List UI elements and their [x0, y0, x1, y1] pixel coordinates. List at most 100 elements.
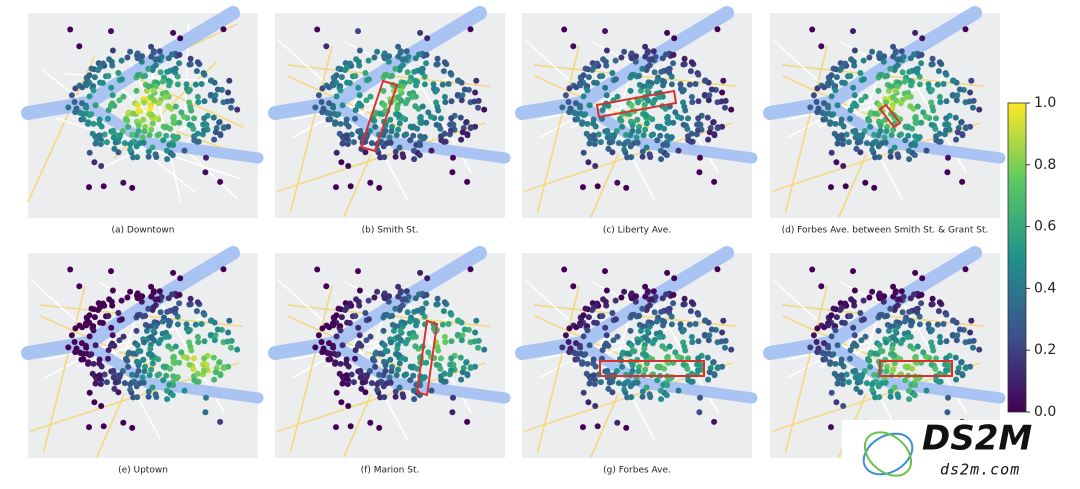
sensor-dot — [628, 312, 635, 319]
panel-caption: (b) Smith St. — [362, 226, 419, 236]
sensor-dot — [464, 418, 471, 425]
sensor-dot — [642, 366, 649, 373]
sensor-dot — [201, 115, 208, 122]
sensor-dot — [642, 334, 648, 341]
sensor-dot — [106, 296, 113, 303]
sensor-dot — [134, 312, 141, 319]
sensor-dot — [599, 73, 606, 79]
sensor-dot — [705, 376, 712, 383]
sensor-dot — [145, 83, 152, 90]
highlight-box — [878, 103, 902, 129]
sensor-dot — [461, 86, 468, 93]
sensor-dot — [830, 351, 837, 358]
sensor-dot — [138, 298, 145, 305]
sensor-dot — [448, 127, 454, 134]
sensor-dot — [586, 140, 593, 147]
sensor-dot — [336, 130, 343, 137]
sensor-dot — [381, 55, 388, 62]
sensor-dot — [337, 87, 344, 94]
sensor-dot — [364, 372, 371, 378]
sensor-dot — [562, 332, 569, 339]
sensor-dot — [660, 82, 666, 89]
sensor-dot — [614, 419, 621, 426]
sensor-dot — [463, 119, 470, 126]
sensor-dot — [663, 51, 669, 58]
sensor-dot — [674, 113, 681, 120]
sensor-dot — [584, 83, 591, 90]
sensor-dot — [646, 83, 653, 90]
sensor-dot — [959, 371, 966, 378]
sensor-dot — [623, 131, 630, 138]
sensor-dot — [658, 308, 665, 315]
sensor-dot — [423, 291, 430, 298]
sensor-dot — [392, 153, 399, 160]
sensor-dot — [194, 130, 201, 137]
sensor-dot — [628, 50, 635, 57]
sensor-dot — [413, 322, 419, 329]
sensor-dot — [88, 305, 95, 312]
sensor-dot — [152, 62, 159, 69]
sensor-dot — [658, 396, 665, 403]
sensor-dot — [918, 51, 925, 58]
sensor-dot — [883, 99, 889, 106]
sensor-dot — [854, 379, 861, 386]
sensor-dot — [467, 26, 474, 33]
sensor-dot — [911, 291, 917, 298]
sensor-dot — [159, 318, 166, 325]
sensor-dot — [658, 156, 665, 163]
sensor-dot — [450, 154, 456, 161]
sensor-dot — [396, 112, 403, 119]
sensor-dot — [333, 424, 339, 431]
sensor-dot — [459, 92, 466, 99]
sensor-dot — [945, 154, 951, 161]
sensor-dot — [907, 103, 914, 110]
sensor-dot — [580, 333, 587, 340]
sensor-dot — [871, 184, 878, 191]
sensor-dot — [654, 363, 661, 370]
sensor-dot — [135, 362, 142, 369]
sensor-dot — [117, 132, 124, 138]
sensor-dot — [407, 363, 414, 370]
sensor-dot — [186, 327, 193, 333]
sensor-dot — [91, 314, 98, 321]
sensor-dot — [392, 65, 399, 72]
sensor-dot — [385, 58, 392, 65]
sensor-dot — [577, 322, 584, 329]
sensor-dot — [348, 371, 355, 378]
watermark: DS2M ds2m.com — [842, 419, 1080, 489]
sensor-dot — [898, 48, 905, 55]
sensor-dot — [828, 184, 834, 191]
sensor-dot — [461, 326, 468, 333]
map-panel — [763, 6, 1006, 218]
sensor-dot — [918, 300, 925, 307]
sensor-dot — [165, 343, 172, 350]
sensor-dot — [590, 132, 597, 139]
sensor-dot — [160, 363, 167, 370]
sensor-dot — [908, 82, 914, 89]
sensor-dot — [86, 184, 92, 191]
sensor-dot — [706, 92, 713, 99]
sensor-dot — [172, 103, 179, 110]
sensor-dot — [832, 87, 839, 94]
sensor-dot — [950, 317, 957, 324]
sensor-dot — [134, 55, 141, 62]
sensor-dot — [632, 58, 639, 65]
map-panel — [268, 6, 511, 218]
sensor-dot — [907, 317, 914, 324]
sensor-dot — [171, 357, 177, 364]
sensor-dot — [821, 340, 827, 347]
sensor-dot — [843, 371, 850, 378]
sensor-dot — [198, 81, 205, 87]
sensor-dot — [85, 359, 92, 366]
sensor-dot — [906, 68, 913, 75]
sensor-dot — [898, 131, 905, 138]
sensor-dot — [146, 372, 153, 379]
sensor-dot — [203, 394, 209, 401]
sensor-dot — [663, 152, 670, 159]
sensor-dot — [908, 322, 914, 329]
sensor-dot — [845, 379, 852, 386]
sensor-dot — [433, 121, 440, 128]
sensor-dot — [214, 86, 221, 93]
sensor-dot — [397, 87, 404, 94]
